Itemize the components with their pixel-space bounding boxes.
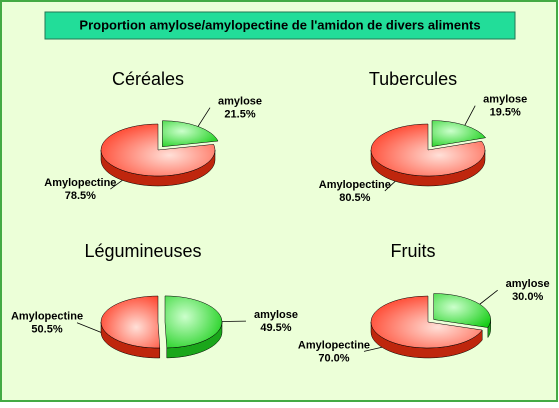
slice-label: amylose — [483, 94, 527, 106]
slice-value: 70.0% — [318, 352, 349, 364]
slice-value: 49.5% — [260, 322, 291, 334]
slice-value: 30.0% — [512, 291, 543, 303]
slice-value: 80.5% — [339, 192, 370, 204]
pie-title: Tubercules — [369, 69, 457, 89]
pie-title: Légumineuses — [84, 241, 201, 261]
slice-label: amylose — [506, 278, 550, 290]
slice-label: Amylopectine — [44, 177, 116, 189]
slice-label: amylose — [218, 96, 262, 108]
pie-title: Céréales — [112, 69, 184, 89]
slice-label: Amylopectine — [319, 179, 391, 191]
slice-value: 78.5% — [65, 190, 96, 202]
chart-title: Proportion amylose/amylopectine de l'ami… — [79, 17, 480, 32]
slice-value: 50.5% — [31, 324, 62, 336]
slice-value: 21.5% — [224, 109, 255, 121]
slice-label: Amylopectine — [11, 311, 83, 323]
slice-value: 19.5% — [490, 107, 521, 119]
slice-label: amylose — [254, 309, 298, 321]
slice-label: Amylopectine — [298, 339, 370, 351]
pie-title: Fruits — [391, 241, 436, 261]
